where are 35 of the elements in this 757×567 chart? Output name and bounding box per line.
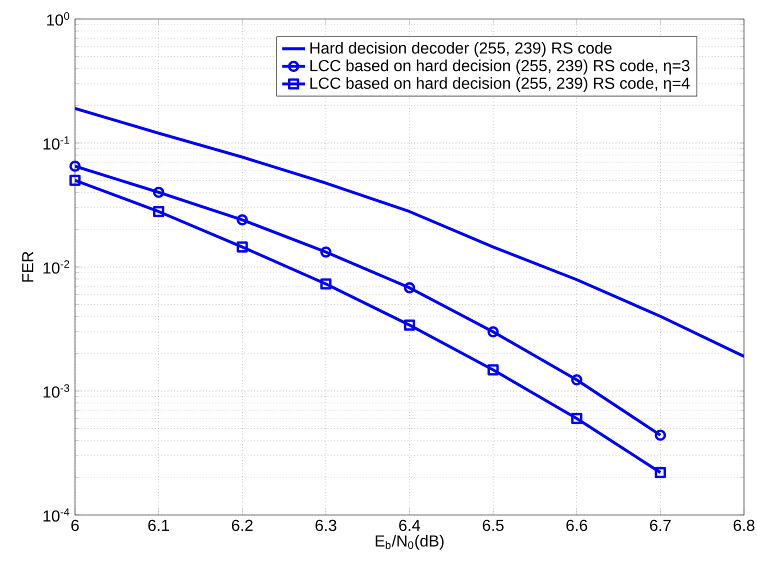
legend-label: Hard decision decoder (255, 239) RS code xyxy=(310,42,612,57)
point xyxy=(654,466,666,478)
point xyxy=(488,326,499,338)
point xyxy=(236,241,248,253)
line-series xyxy=(75,106,744,358)
x-tick-label: 6.3 xyxy=(316,520,336,532)
point xyxy=(153,206,164,218)
x-axis-title: E$_{b}$/N$_{0}$(dB) xyxy=(376,534,444,550)
x-tick-label: 6.5 xyxy=(482,520,504,532)
y-tick-label: 10$^{-2}$ xyxy=(44,260,70,274)
point xyxy=(571,412,582,424)
legend-label: LCC based on hard decision (255, 239) RS code, η=3 xyxy=(310,60,690,74)
x-tick-label: 6.6 xyxy=(566,520,588,532)
point xyxy=(404,282,416,294)
x-tick-label: 6.8 xyxy=(734,520,754,532)
x-tick-label: 6.1 xyxy=(148,520,169,532)
point xyxy=(404,319,416,331)
y-tick-label: 10$^{-1}$ xyxy=(44,136,70,150)
point xyxy=(320,278,332,290)
y-tick-label: 10$^{-4}$ xyxy=(44,508,70,522)
x-tick-label: 6.7 xyxy=(650,520,671,532)
point xyxy=(571,374,582,386)
point xyxy=(69,174,81,186)
x-tick-label: 6 xyxy=(71,520,79,532)
point xyxy=(320,246,332,258)
point xyxy=(488,364,499,376)
point xyxy=(153,186,164,198)
y-tick-label: 10$^{-3}$ xyxy=(44,384,70,398)
x-tick-label: 6.2 xyxy=(232,520,253,532)
point xyxy=(236,214,248,226)
legend-label: LCC based on hard decision (255, 239) RS code, η=4 xyxy=(310,77,690,92)
x-tick-label: 6.4 xyxy=(399,520,420,532)
point xyxy=(69,160,81,172)
y-tick-label: 10$^{0}$ xyxy=(47,12,70,26)
y-axis-title: FER xyxy=(22,252,34,282)
